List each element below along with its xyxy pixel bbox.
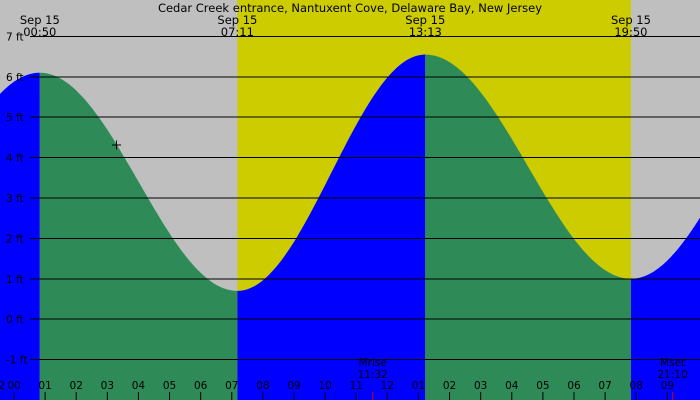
extreme-date-label: Sep 15 [217,13,257,27]
x-tick-label: 03 [101,380,114,392]
x-tick-label: 12 [381,380,394,392]
x-tick-label: 00 [7,380,20,392]
x-tick-label: 10 [318,380,331,392]
moon-event-time: 11:32 [358,369,388,381]
y-tick-label: 2 ft [6,233,24,245]
tide-areas [0,54,700,400]
rising-tide-area [630,217,700,400]
cursor-cross-icon [112,140,121,150]
y-tick-label: 4 ft [6,153,24,165]
extreme-time-label: 07:11 [221,25,254,39]
extreme-date-label: Sep 15 [20,13,60,27]
rising-tide-area [237,54,426,400]
moon-event-label: Mrise [359,357,387,369]
x-tick-label: 04 [132,380,146,392]
x-tick-label: 05 [163,380,176,392]
x-tick-label: 07 [225,380,238,392]
x-tick-label: 11 [350,380,363,392]
x-tick-label: 02 [70,380,83,392]
x-tick-label: 12 [0,380,5,392]
chart-title: Cedar Creek entrance, Nantuxent Cove, De… [158,1,542,15]
x-tick-label: 05 [536,380,549,392]
extreme-date-label: Sep 15 [611,13,651,27]
extreme-time-label: 00:50 [23,25,56,39]
x-axis-labels: 1112000102030405060708091011120102030405… [0,380,674,400]
falling-tide-area [39,72,238,400]
y-tick-label: 0 ft [6,314,24,326]
x-tick-label: 07 [598,380,611,392]
extreme-time-label: 13:13 [409,25,442,39]
rising-tide-area [0,72,40,400]
x-tick-label: 08 [256,380,269,392]
x-tick-label: 01 [412,380,425,392]
y-tick-label: 7 ft [6,31,24,43]
y-tick-label: 5 ft [6,112,24,124]
moon-event-time: 21:10 [657,369,687,381]
x-tick-label: 06 [194,380,208,392]
y-axis-labels: 7 ft 6 ft 5 ft 4 ft 3 ft 2 ft 1 ft 0 ft -1 ft [6,31,27,366]
x-tick-label: 04 [505,380,519,392]
x-tick-label: 06 [567,380,581,392]
y-tick-label: 3 ft [6,193,24,205]
extreme-date-label: Sep 15 [405,13,445,27]
falling-tide-area [425,54,631,400]
x-tick-label: 09 [287,380,300,392]
x-tick-label: 01 [38,380,51,392]
x-tick-label: 03 [474,380,487,392]
grid-lines [30,35,700,361]
extreme-time-label: 19:50 [614,25,647,39]
moon-event-label: Mset [660,357,685,369]
y-tick-label: 1 ft [6,274,24,286]
x-tick-label: 08 [630,380,643,392]
x-tick-label: 02 [443,380,456,392]
y-tick-label: 6 ft [6,72,24,84]
x-tick-label: 09 [661,380,674,392]
y-tick-label: -1 ft [6,355,27,367]
